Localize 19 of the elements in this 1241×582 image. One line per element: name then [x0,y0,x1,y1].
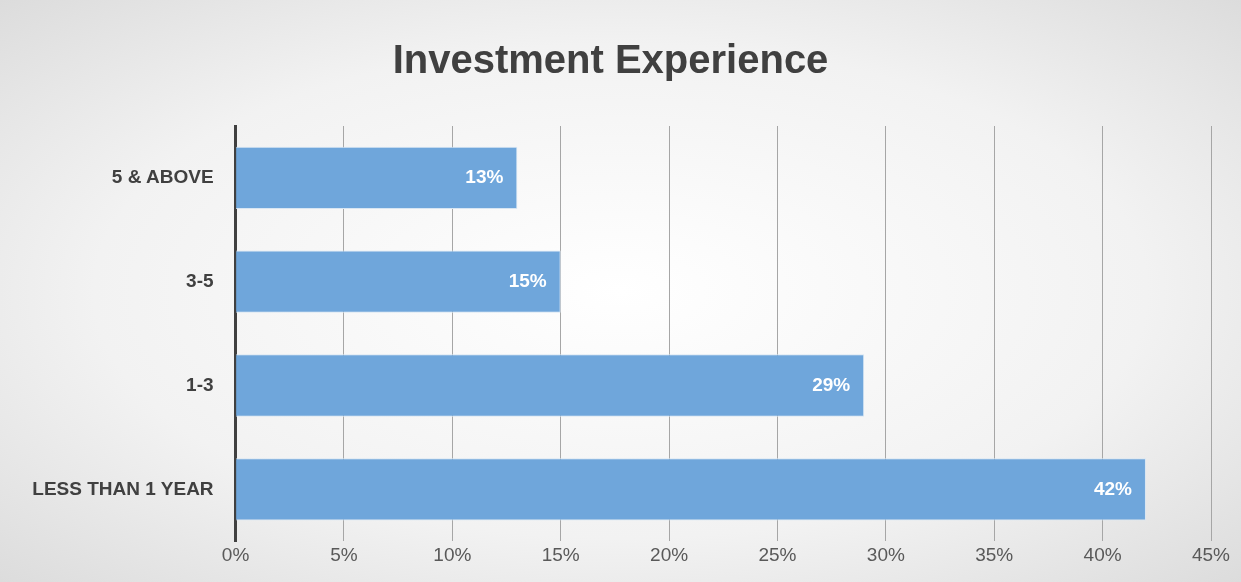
chart-title: Investment Experience [392,37,829,82]
y-tick-label: 5 & ABOVE [111,166,214,188]
data-label: 42% [1093,477,1133,499]
x-tick-label: 10% [433,543,472,565]
y-tick-label: 1-3 [186,373,214,395]
data-label: 29% [812,373,851,395]
x-tick-label: 15% [541,543,580,565]
y-tick-label: LESS THAN 1 YEAR [32,477,214,499]
x-tick-label: 0% [221,543,250,565]
x-tick-label: 45% [1191,543,1231,565]
y-tick-label: 3-5 [186,269,215,291]
x-tick-label: 20% [650,543,689,565]
x-tick-label: 5% [330,543,358,565]
x-tick-label: 40% [1083,543,1122,565]
data-label: 13% [465,166,504,188]
x-tick-label: 25% [758,543,797,565]
x-tick-label: 35% [975,543,1014,565]
x-tick-label: 30% [866,543,905,565]
data-label: 15% [508,269,547,291]
